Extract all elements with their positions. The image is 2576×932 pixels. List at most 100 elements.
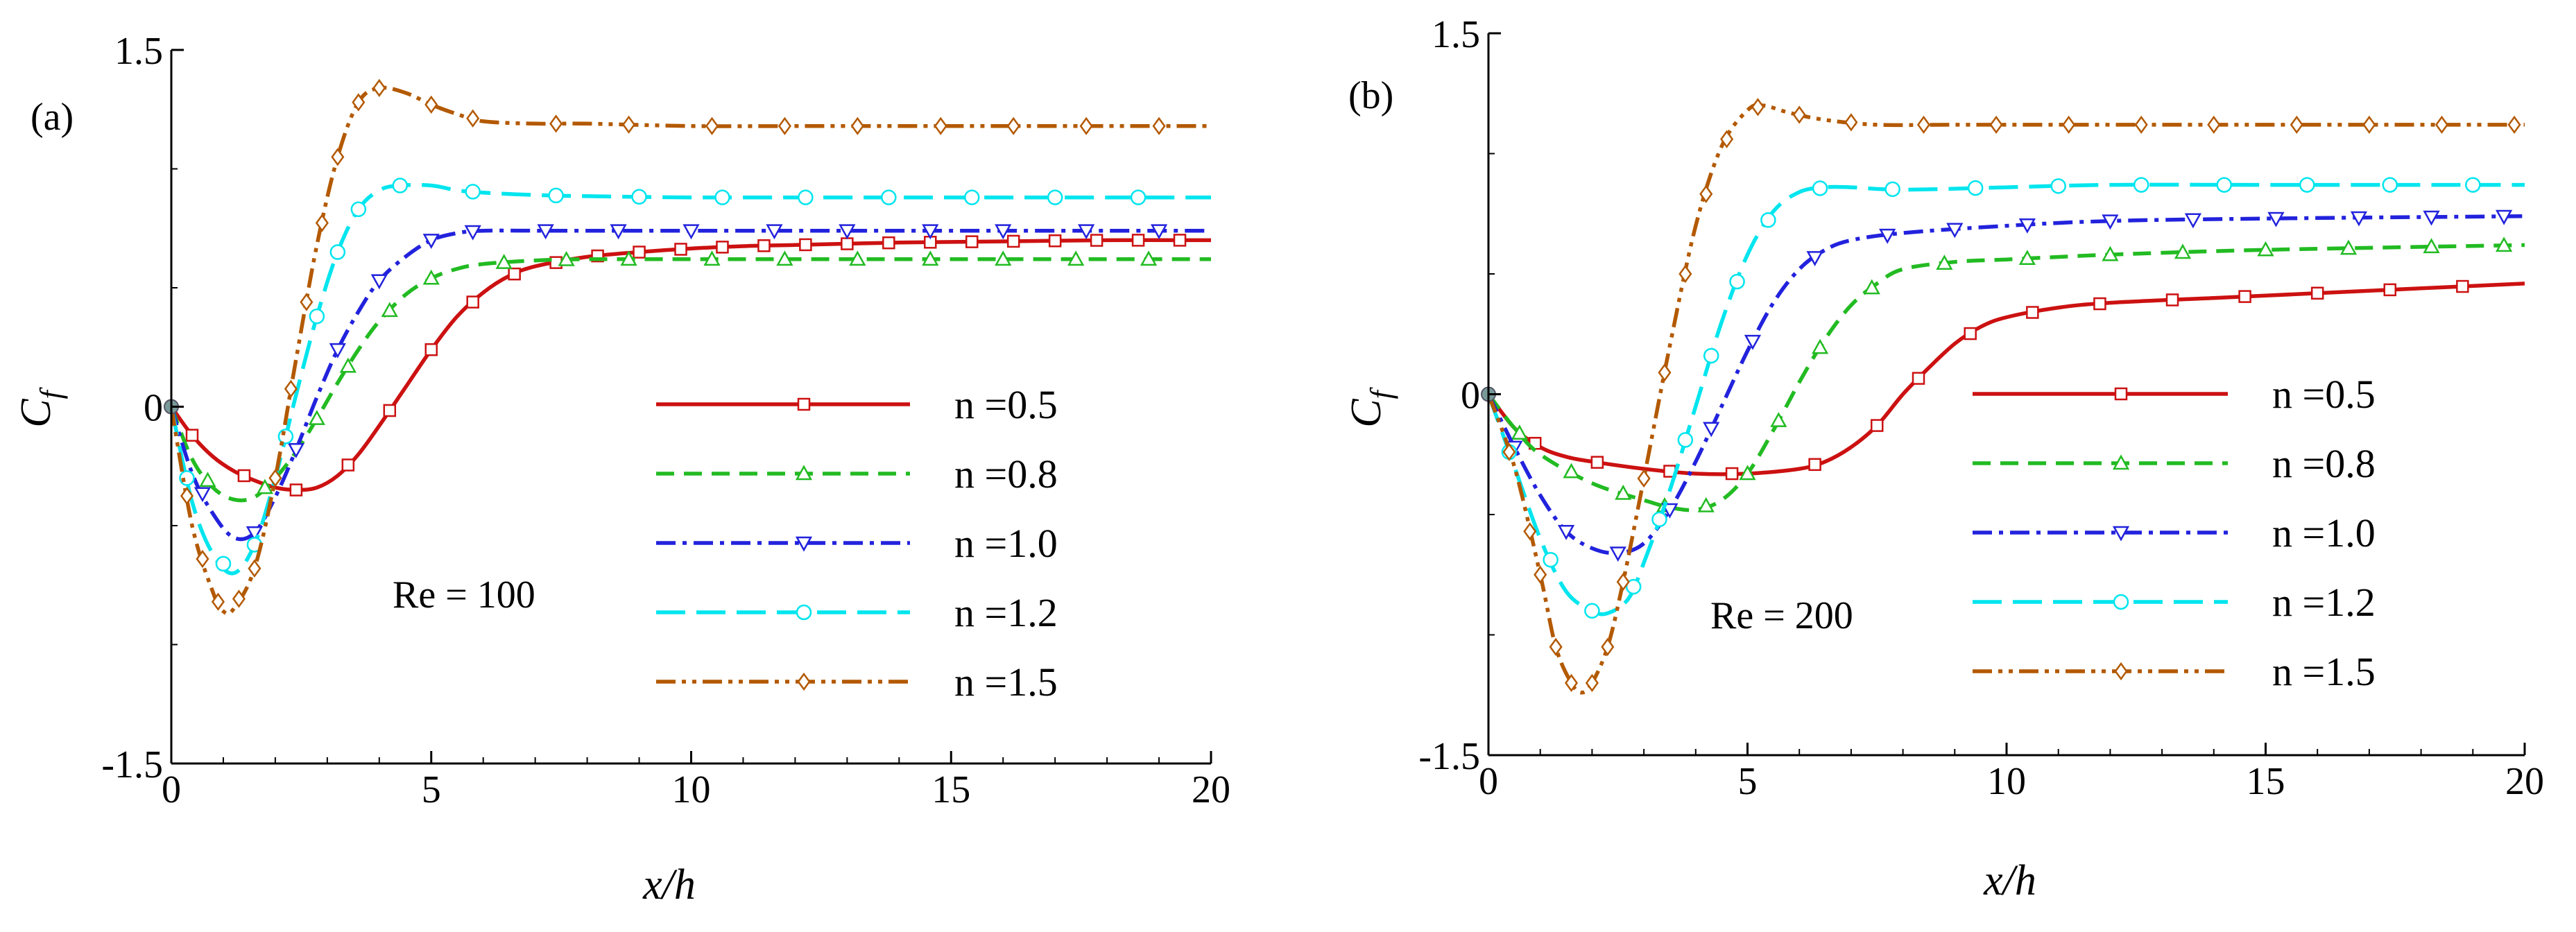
data-point-a-0-10 [633, 245, 646, 259]
data-point-a-2-14 [1077, 224, 1095, 240]
x-tick-label-b-1: 5 [1738, 760, 1758, 803]
y-tick-label-b-1: 0 [1461, 374, 1480, 417]
legend-marker-b-4 [2114, 662, 2128, 681]
data-point-a-4-0 [180, 486, 194, 506]
data-point-a-4-4 [248, 559, 261, 578]
data-point-a-0-3 [341, 458, 355, 472]
data-point-b-2-14 [2423, 210, 2440, 226]
data-point-b-3-14 [2216, 177, 2232, 193]
data-point-a-2-0 [194, 487, 212, 503]
data-point-a-2-6 [464, 225, 481, 241]
legend-marker-a-3 [796, 604, 812, 621]
data-point-b-1-15 [2423, 238, 2440, 254]
data-point-a-2-11 [839, 224, 856, 240]
data-point-b-3-1 [1543, 551, 1559, 568]
x-tick-label-b-2: 10 [1987, 760, 2026, 803]
data-point-b-3-10 [1884, 181, 1900, 198]
data-point-a-0-5 [424, 343, 438, 356]
data-point-a-3-16 [1130, 189, 1147, 205]
legend-label-a-0: n =0.5 [954, 382, 1058, 427]
data-point-a-4-21 [1079, 116, 1093, 135]
data-point-a-1-15 [1140, 250, 1158, 266]
y-axis-title-main-a: C [12, 399, 60, 428]
data-point-a-1-0 [199, 472, 216, 487]
legend-marker-b-0 [2114, 387, 2128, 401]
data-point-b-3-16 [2382, 177, 2398, 193]
series-line-a-2 [171, 228, 1211, 542]
y-tick-label-b-0: -1.5 [1418, 735, 1480, 778]
data-point-a-4-15 [622, 115, 636, 134]
data-point-a-4-1 [196, 549, 209, 569]
data-point-a-3-11 [714, 189, 730, 205]
panel-label-a: (a) [31, 96, 74, 139]
data-point-b-3-11 [1967, 180, 1984, 196]
legend-label-a-2: n =1.0 [954, 521, 1058, 566]
data-point-b-0-12 [2310, 286, 2324, 300]
data-point-a-4-9 [331, 148, 345, 166]
data-point-a-4-11 [372, 78, 386, 98]
data-point-a-3-6 [350, 201, 367, 218]
data-point-b-1-14 [2339, 239, 2358, 255]
x-tick-label-a-1: 5 [422, 768, 441, 811]
data-point-a-4-18 [850, 116, 864, 135]
legend-marker-a-1 [795, 465, 813, 481]
data-point-a-1-11 [849, 250, 866, 266]
data-point-a-3-13 [881, 189, 897, 205]
data-point-b-2-13 [2350, 211, 2368, 227]
data-point-a-0-23 [1173, 234, 1187, 247]
data-point-b-2-7 [1879, 228, 1896, 244]
data-point-b-0-9 [2093, 297, 2106, 311]
data-point-b-3-15 [2299, 177, 2315, 193]
data-point-b-4-18 [2062, 115, 2076, 134]
data-point-b-3-2 [1584, 603, 1600, 619]
legend-label-a-1: n =0.8 [954, 451, 1058, 497]
data-point-a-4-6 [284, 379, 298, 398]
x-tick-label-a-2: 10 [672, 768, 711, 811]
data-point-b-4-23 [2435, 115, 2449, 134]
data-point-a-1-5 [422, 269, 440, 285]
data-point-a-0-0 [185, 429, 199, 442]
legend-marker-a-4 [797, 672, 811, 691]
x-tick-label-a-3: 15 [931, 768, 970, 811]
legend-a: n =0.5 n =0.8 n =1.0 n =1.2 n =1.5 [656, 382, 1058, 705]
data-point-b-4-13 [1751, 98, 1764, 116]
data-point-a-0-13 [757, 239, 771, 252]
x-axis-title-a: x/h [642, 861, 696, 908]
panel-label-b: (b) [1348, 74, 1393, 117]
data-point-b-4-14 [1792, 105, 1806, 124]
plot-area-a [164, 49, 1212, 765]
data-point-a-1-6 [495, 254, 513, 269]
data-point-b-4-5 [1585, 673, 1599, 693]
series-a-4 [171, 78, 1211, 616]
data-point-b-4-24 [2507, 115, 2521, 134]
legend-marker-a-0 [797, 397, 811, 411]
y-axis-title-main-b: C [1343, 399, 1390, 428]
series-a-3 [171, 178, 1211, 576]
data-point-b-3-8 [1760, 212, 1776, 228]
data-point-a-1-2 [308, 410, 325, 425]
data-point-a-2-5 [422, 234, 440, 249]
data-point-a-2-9 [682, 224, 700, 240]
data-point-b-4-8 [1637, 469, 1651, 488]
data-point-b-3-6 [1703, 347, 1719, 364]
data-point-a-3-7 [392, 178, 409, 193]
legend-marker-b-1 [2112, 454, 2130, 470]
series-line-a-1 [171, 257, 1211, 503]
x-tick-label-a-0: 0 [162, 768, 181, 811]
y-tick-label-a-0: -1.5 [101, 743, 163, 786]
data-point-a-2-7 [537, 224, 554, 240]
data-point-a-0-14 [799, 238, 812, 252]
data-point-a-0-7 [508, 267, 521, 281]
data-point-b-4-21 [2290, 115, 2303, 134]
data-point-a-0-2 [289, 483, 303, 497]
data-point-a-1-9 [703, 250, 721, 266]
data-point-b-2-6 [1806, 251, 1823, 266]
data-point-a-0-19 [1006, 234, 1020, 248]
legend-b: n =0.5 n =0.8 n =1.0 n =1.2 n =1.5 [1973, 372, 2376, 694]
data-point-a-2-8 [610, 224, 627, 240]
data-point-b-2-11 [2184, 213, 2202, 229]
data-point-a-0-1 [237, 469, 251, 483]
data-point-b-4-0 [1502, 442, 1516, 461]
data-point-a-2-12 [922, 224, 939, 240]
